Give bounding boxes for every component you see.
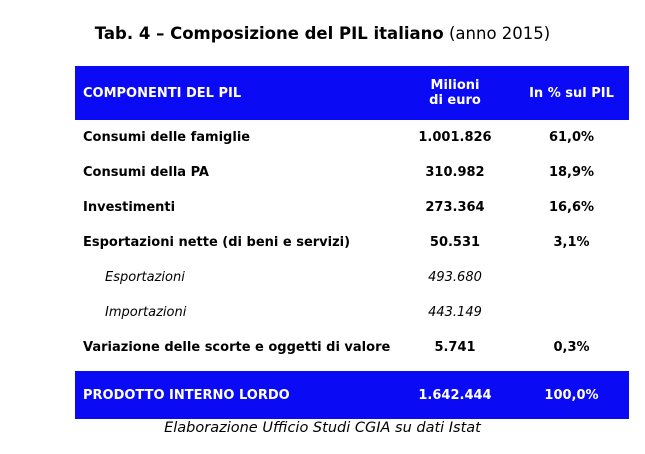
table-row: Consumi delle famiglie 1.001.826 61,0% xyxy=(75,120,629,155)
header-millions-line2: di euro xyxy=(429,93,481,108)
table-row: Variazione delle scorte e oggetti di val… xyxy=(75,330,629,365)
row-value: 443.149 xyxy=(428,305,482,320)
table-row: Esportazioni nette (di beni e servizi) 5… xyxy=(75,225,629,260)
row-value: 5.741 xyxy=(434,340,476,355)
row-value: 50.531 xyxy=(429,235,481,250)
row-value: 273.364 xyxy=(425,200,485,215)
table-row: Consumi della PA 310.982 18,9% xyxy=(75,155,629,190)
table-title-main: Tab. 4 – Composizione del PIL italiano xyxy=(94,24,444,43)
header-millions: Milioni di euro xyxy=(396,78,514,108)
row-pct: 3,1% xyxy=(553,235,590,250)
row-value: 1.001.826 xyxy=(418,130,492,145)
table-row-sub: Esportazioni 493.680 xyxy=(75,260,629,295)
header-millions-line1: Milioni xyxy=(430,78,480,93)
total-value: 1.642.444 xyxy=(418,387,492,403)
header-components: COMPONENTI DEL PIL xyxy=(83,85,242,101)
row-label: Esportazioni xyxy=(105,270,185,285)
row-label: Esportazioni nette (di beni e servizi) xyxy=(83,235,351,250)
header-percent: In % sul PIL xyxy=(529,85,614,101)
total-pct: 100,0% xyxy=(544,387,599,403)
table-title-year: (anno 2015) xyxy=(448,24,551,43)
row-value: 493.680 xyxy=(428,270,482,285)
row-label: Consumi della PA xyxy=(83,165,209,180)
row-label: Variazione delle scorte e oggetti di val… xyxy=(83,340,391,355)
table-title: Tab. 4 – Composizione del PIL italiano (… xyxy=(0,24,645,43)
row-label: Investimenti xyxy=(83,200,176,215)
row-pct: 61,0% xyxy=(548,130,595,145)
row-label: Consumi delle famiglie xyxy=(83,130,251,145)
table-row-sub: Importazioni 443.149 xyxy=(75,295,629,330)
table-row: Investimenti 273.364 16,6% xyxy=(75,190,629,225)
row-value: 310.982 xyxy=(425,165,485,180)
row-pct: 18,9% xyxy=(548,165,595,180)
row-pct: 16,6% xyxy=(548,200,595,215)
row-label: Importazioni xyxy=(105,305,187,320)
table-header-row: COMPONENTI DEL PIL Milioni di euro In % … xyxy=(75,66,629,120)
total-row: PRODOTTO INTERNO LORDO 1.642.444 100,0% xyxy=(75,371,629,419)
gdp-table: COMPONENTI DEL PIL Milioni di euro In % … xyxy=(75,66,629,419)
total-label: PRODOTTO INTERNO LORDO xyxy=(83,387,290,403)
row-pct: 0,3% xyxy=(553,340,590,355)
source-note: Elaborazione Ufficio Studi CGIA su dati … xyxy=(164,420,481,436)
